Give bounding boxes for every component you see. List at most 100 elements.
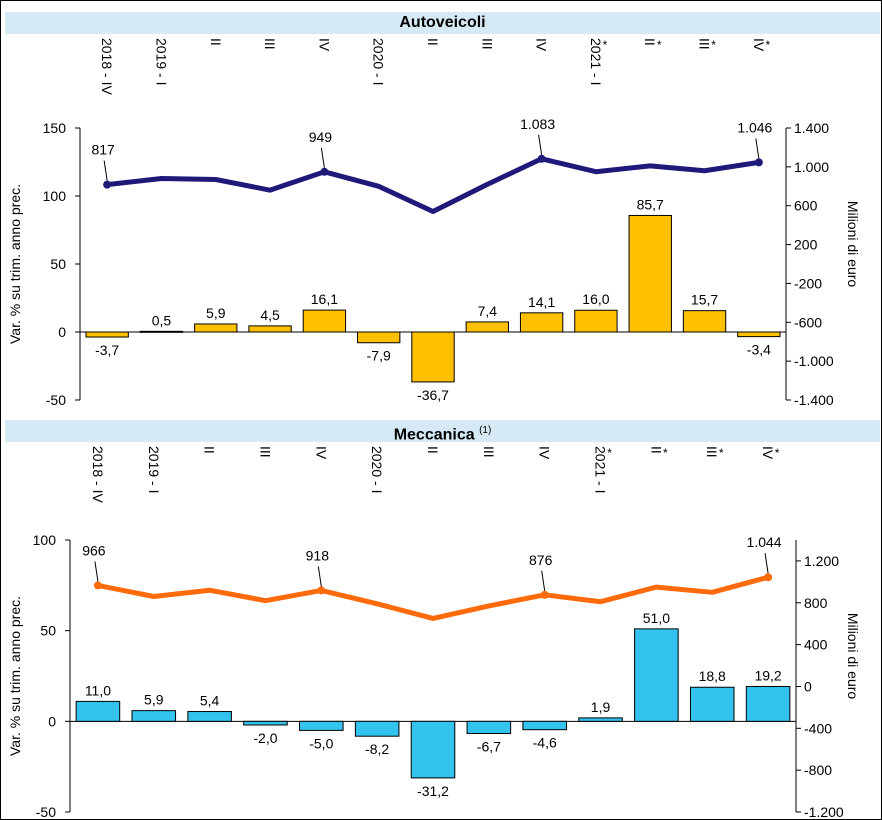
- right-axis-title: Milioni di euro: [845, 613, 861, 700]
- line-value-label: 1.083: [520, 116, 555, 132]
- bar-value-label: 5,9: [144, 692, 164, 708]
- bar: [194, 323, 238, 333]
- bar: [745, 686, 791, 722]
- bar-value-label: 5,4: [200, 693, 220, 709]
- bar: [522, 720, 567, 731]
- bar-value-label: 18,8: [699, 668, 726, 684]
- line-value-label: 876: [529, 552, 553, 568]
- bar: [411, 331, 455, 383]
- category-label: III: [257, 446, 273, 458]
- category-label: II: [425, 38, 441, 46]
- left-tick-label: 100: [33, 532, 57, 548]
- bar-value-label: -3,4: [747, 342, 771, 358]
- category-mark: *: [657, 38, 662, 52]
- right-tick-label: 200: [794, 237, 818, 253]
- bar: [628, 214, 672, 333]
- left-tick-label: 0: [58, 324, 66, 340]
- bar-value-label: -3,7: [95, 342, 119, 358]
- right-tick-label: -400: [804, 720, 832, 736]
- line-value-label: 817: [91, 142, 115, 158]
- category-label: 2020 - I: [371, 38, 387, 85]
- bar: [354, 720, 400, 737]
- panel-title: Autoveicoli: [399, 14, 486, 31]
- bar-value-label: 4,5: [260, 307, 280, 323]
- right-tick-label: -600: [794, 314, 822, 330]
- bar-value-label: -4,6: [533, 735, 557, 751]
- category-label: II: [642, 38, 658, 46]
- line-point: [537, 154, 546, 163]
- bar: [682, 310, 727, 333]
- line-value-label: 918: [306, 547, 330, 563]
- left-tick-label: 50: [40, 623, 56, 639]
- right-tick-label: 1.400: [794, 120, 829, 136]
- category-mark: *: [603, 38, 608, 52]
- bar: [131, 710, 177, 722]
- line-series: [95, 574, 771, 621]
- bar-value-label: 51,0: [643, 610, 670, 626]
- chart-meccanica: 100 50 0 -50 1.200 800 400 0 -400 -800 -1.200 Var. …: [7, 446, 861, 820]
- left-tick-label: 100: [43, 188, 67, 204]
- category-mark: *: [766, 38, 771, 52]
- line-label-leader: [103, 160, 108, 181]
- category-label: 2019 - I: [153, 38, 169, 85]
- category-label: IV: [316, 38, 332, 52]
- category-label: II: [648, 446, 664, 454]
- category-label: III: [697, 38, 713, 50]
- bar-value-label: -7,9: [367, 348, 391, 364]
- category-label: 2021 - I: [588, 38, 604, 85]
- right-tick-label: -800: [804, 762, 832, 778]
- bar-value-label: -8,2: [365, 741, 389, 757]
- line-value-label: 966: [82, 542, 106, 558]
- line-point: [103, 180, 112, 189]
- line-value-label: 1.046: [737, 119, 772, 135]
- bar-value-label: 19,2: [754, 668, 781, 684]
- line-label-leader: [94, 561, 99, 582]
- line-label-leader: [317, 566, 322, 587]
- bar: [410, 720, 456, 779]
- category-label: III: [479, 38, 495, 50]
- left-tick-label: -50: [46, 392, 66, 408]
- line-label-leader: [320, 147, 325, 168]
- bar-value-label: 16,1: [311, 291, 338, 307]
- right-tick-label: 0: [804, 678, 812, 694]
- line-label-leader: [538, 134, 543, 155]
- line-series: [104, 156, 762, 215]
- category-label: III: [262, 38, 278, 50]
- left-axis-title: Var. % su trim. anno prec.: [7, 184, 23, 344]
- left-tick-label: 0: [48, 713, 56, 729]
- bar: [248, 325, 292, 333]
- right-tick-label: 1.000: [794, 159, 829, 175]
- category-label: II: [208, 38, 224, 46]
- bar: [737, 331, 781, 338]
- bar: [302, 309, 347, 333]
- bar-value-label: 0,5: [152, 312, 172, 328]
- line-point: [754, 158, 763, 167]
- panel-title-note: (1): [479, 425, 492, 436]
- bar-value-label: 1,9: [591, 699, 611, 715]
- bar-value-label: 11,0: [85, 682, 111, 698]
- line-label-leader: [541, 570, 546, 591]
- bar: [243, 720, 288, 726]
- bar-value-label: 14,1: [528, 294, 555, 310]
- bar-value-label: -5,0: [309, 735, 333, 751]
- bar: [634, 628, 679, 722]
- category-label: 2018 - IV: [90, 446, 106, 503]
- bar: [85, 331, 129, 338]
- panel-title: Meccanica: [393, 426, 475, 444]
- left-tick-label: 150: [43, 120, 67, 136]
- category-mark: *: [711, 38, 716, 52]
- category-label: 2019 - I: [146, 446, 162, 493]
- bar: [689, 686, 735, 722]
- bar-value-label: 5,9: [206, 305, 226, 321]
- category-mark: *: [607, 446, 612, 460]
- right-tick-label: 400: [804, 637, 828, 653]
- right-tick-label: -200: [794, 275, 822, 291]
- left-tick-label: 50: [50, 256, 66, 272]
- right-tick-label: 1.200: [804, 553, 839, 569]
- right-tick-label: 800: [804, 595, 828, 611]
- category-label: III: [481, 446, 497, 458]
- line-point: [764, 573, 773, 582]
- bar: [187, 711, 232, 722]
- bar-value-label: 15,7: [691, 292, 718, 308]
